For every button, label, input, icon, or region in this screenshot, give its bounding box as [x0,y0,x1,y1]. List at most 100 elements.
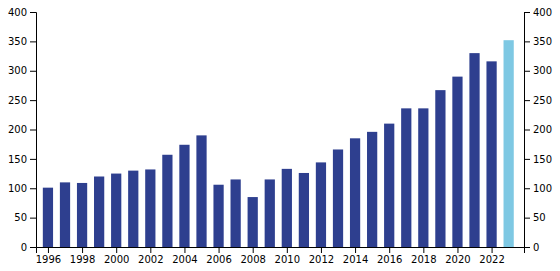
y-axis-tick: 150 [8,154,36,165]
bars [43,40,514,247]
x-axis-line [37,248,525,254]
x-axis-tick-mark [48,247,49,253]
bar [469,53,479,247]
y2-axis-tick-mark [524,218,530,219]
x-axis-tick: 2006 [206,247,231,265]
y-axis-tick-label: 150 [8,154,27,165]
x-axis-tick: 2022 [479,247,504,265]
y2-axis-tick-label: 350 [533,36,552,47]
y-axis-tick-label: 50 [14,212,27,223]
y2-axis-tick-mark [524,100,530,101]
x-axis-tick-label: 2018 [411,254,436,265]
y-axis-tick: 0 [21,242,36,253]
y2-axis-tick-mark [524,12,530,13]
y2-axis-tick-mark [524,130,530,131]
bar [179,145,189,247]
x-axis-tick-label: 2008 [240,254,265,265]
y-axis-tick-mark [30,159,36,160]
y-axis: 0 50 100 150 200 250 300 350 400 [8,7,37,253]
bar [282,169,292,247]
bar [435,90,445,247]
bar [401,108,411,247]
y-axis-line [30,13,37,248]
x-axis-tick-label: 2020 [445,254,470,265]
bar [248,197,258,247]
x-axis-tick-label: 2010 [275,254,300,265]
bar [213,185,223,247]
x-axis-tick-mark [287,247,288,253]
x-axis-tick-label: 2002 [138,254,163,265]
x-axis-tick: 2014 [343,247,368,265]
y-axis-tick-label: 200 [8,124,27,135]
x-axis-tick: 2016 [377,247,402,265]
y-axis-tick-mark [30,130,36,131]
y-axis-tick: 50 [14,212,36,223]
y2-axis-tick: 150 [524,154,552,165]
y2-axis-line [525,13,531,248]
y2-axis-tick-label: 150 [533,154,552,165]
bar [60,182,70,247]
y2-axis-tick: 350 [524,36,552,47]
bar [43,188,53,247]
y-axis-tick-label: 350 [8,36,27,47]
x-axis-tick-mark [184,247,185,253]
bar [196,135,206,247]
y2-axis-tick-mark [524,41,530,42]
x-axis-tick: 2020 [445,247,470,265]
y2-axis-tick-label: 100 [533,183,552,194]
x-axis-tick: 2008 [240,247,265,265]
bar [367,132,377,247]
y-axis-tick-mark [30,41,36,42]
y2-axis-tick-label: 300 [533,65,552,76]
x-axis-tick-mark [321,247,322,253]
x-axis-tick-mark [219,247,220,253]
bar [486,61,496,247]
x-axis-tick-label: 2004 [172,254,197,265]
x-axis-tick-mark [423,247,424,253]
x-axis-tick-mark [150,247,151,253]
y2-axis-tick: 0 [524,242,539,253]
y2-axis-tick: 250 [524,95,552,106]
bar [111,174,121,247]
y2-axis: 050100150200250300350400 [524,7,552,253]
bar [384,124,394,247]
x-axis-tick-mark [492,247,493,253]
x-axis: 1996199820002002200420062008201020122014… [36,247,525,265]
y2-axis-tick: 300 [524,65,552,76]
bar [162,155,172,247]
y-axis-tick-mark [30,218,36,219]
y2-axis-tick-mark [524,71,530,72]
y-axis-tick: 350 [8,36,36,47]
plot: 1996199820002002200420062008201020122014… [8,7,552,265]
x-axis-tick: 1998 [70,247,95,265]
bar [452,77,462,247]
x-axis-tick: 1996 [36,247,61,265]
y-axis-tick-label: 400 [8,7,27,18]
bar [94,177,104,248]
y2-axis-tick-mark [524,247,530,248]
x-axis-tick-label: 2022 [479,254,504,265]
y-axis-tick-label: 300 [8,65,27,76]
bar [350,138,360,247]
bar [316,162,326,247]
x-axis-tick-mark [116,247,117,253]
y-axis-tick: 100 [8,183,36,194]
y2-axis-tick-label: 0 [533,242,539,253]
bar [333,149,343,247]
x-axis-tick-mark [389,247,390,253]
x-axis-tick: 2002 [138,247,163,265]
x-axis-tick: 2004 [172,247,197,265]
bar [128,171,138,247]
y-axis-tick-label: 0 [21,242,27,253]
x-axis-tick-label: 2016 [377,254,402,265]
y2-axis-tick-mark [524,159,530,160]
y-axis-tick-label: 250 [8,95,27,106]
bar [145,169,155,247]
bar [231,179,241,247]
y-axis-tick: 200 [8,124,36,135]
y-axis-tick-mark [30,247,36,248]
bar [265,179,275,247]
y2-axis-tick-label: 200 [533,124,552,135]
x-axis-tick-label: 2000 [104,254,129,265]
y2-axis-tick-label: 400 [533,7,552,18]
